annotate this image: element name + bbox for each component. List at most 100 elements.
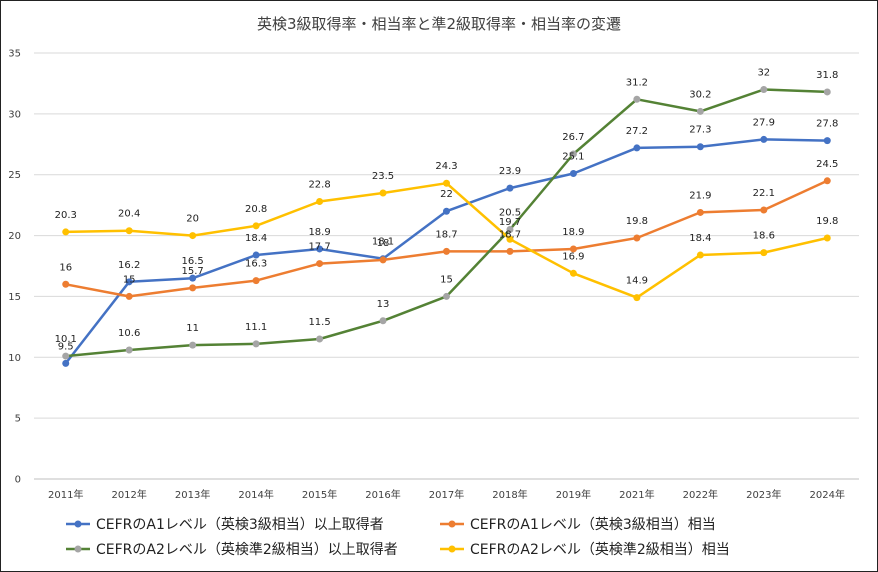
y-tick-label: 15 bbox=[8, 292, 21, 303]
y-tick-label: 10 bbox=[8, 353, 21, 364]
data-label: 20 bbox=[186, 214, 199, 225]
data-point bbox=[506, 247, 514, 255]
data-point bbox=[506, 184, 514, 192]
data-point bbox=[633, 144, 641, 152]
data-point bbox=[125, 346, 133, 354]
data-point bbox=[62, 228, 70, 236]
data-label: 22.1 bbox=[753, 188, 775, 199]
y-tick-label: 20 bbox=[8, 231, 21, 242]
data-label: 18 bbox=[377, 238, 390, 249]
data-label: 22 bbox=[440, 189, 453, 200]
data-label: 20.4 bbox=[118, 209, 140, 220]
data-label: 16.2 bbox=[118, 260, 140, 271]
data-point bbox=[316, 245, 324, 253]
legend-marker bbox=[448, 545, 456, 553]
x-tick-label: 2021年 bbox=[619, 488, 654, 501]
legend-marker bbox=[448, 520, 456, 528]
data-point bbox=[633, 95, 641, 103]
x-tick-label: 2014年 bbox=[238, 488, 273, 501]
data-label: 13 bbox=[377, 299, 390, 310]
data-label: 19.7 bbox=[499, 217, 521, 228]
data-point bbox=[379, 256, 387, 264]
y-tick-label: 35 bbox=[8, 49, 21, 60]
legend-label: CEFRのA2レベル（英検準2級相当）相当 bbox=[470, 541, 730, 558]
data-point bbox=[760, 206, 768, 214]
data-label: 11.1 bbox=[245, 322, 267, 333]
data-point bbox=[189, 232, 197, 240]
x-tick-label: 2024年 bbox=[810, 488, 845, 501]
data-label: 18.7 bbox=[499, 229, 521, 240]
data-label: 20.5 bbox=[499, 207, 521, 218]
data-point bbox=[760, 249, 768, 257]
data-point bbox=[125, 292, 133, 300]
data-point bbox=[443, 179, 450, 187]
data-point bbox=[252, 222, 260, 230]
data-point bbox=[125, 278, 133, 286]
data-label: 22.8 bbox=[308, 179, 330, 190]
data-point bbox=[189, 274, 197, 282]
data-label: 18.4 bbox=[689, 233, 711, 244]
data-point bbox=[569, 169, 577, 177]
data-point bbox=[443, 292, 450, 300]
x-tick-label: 2022年 bbox=[683, 488, 718, 501]
data-label: 20.3 bbox=[55, 210, 77, 221]
data-point bbox=[823, 137, 831, 145]
data-point bbox=[125, 227, 133, 235]
data-label: 18.6 bbox=[753, 231, 775, 242]
legend-label: CEFRのA2レベル（英検準2級相当）以上取得者 bbox=[96, 541, 398, 558]
data-label: 26.7 bbox=[562, 132, 584, 143]
data-label: 27.2 bbox=[626, 126, 648, 137]
x-tick-label: 2023年 bbox=[746, 488, 781, 501]
data-label: 11 bbox=[186, 323, 199, 334]
data-point bbox=[189, 341, 197, 349]
data-label: 18.9 bbox=[562, 227, 584, 238]
data-point bbox=[189, 284, 197, 292]
legend-label: CEFRのA1レベル（英検3級相当）相当 bbox=[470, 516, 716, 533]
data-point bbox=[62, 359, 70, 367]
data-label: 23.9 bbox=[499, 166, 521, 177]
data-label: 30.2 bbox=[689, 89, 711, 100]
y-tick-label: 30 bbox=[8, 109, 21, 120]
data-point bbox=[823, 177, 831, 185]
data-point bbox=[252, 340, 260, 348]
data-point bbox=[696, 208, 704, 216]
data-label: 16.5 bbox=[182, 256, 204, 267]
legend-marker bbox=[74, 545, 82, 553]
data-label: 16.3 bbox=[245, 259, 267, 270]
data-label: 27.3 bbox=[689, 125, 711, 136]
data-point bbox=[633, 294, 641, 302]
data-point bbox=[696, 107, 704, 115]
data-label: 24.5 bbox=[816, 159, 838, 170]
data-label: 23.5 bbox=[372, 171, 394, 182]
data-label: 16 bbox=[59, 262, 72, 273]
data-point bbox=[379, 317, 387, 325]
x-tick-label: 2017年 bbox=[429, 488, 464, 501]
data-label: 15 bbox=[440, 274, 453, 285]
x-tick-label: 2016年 bbox=[365, 488, 400, 501]
data-label: 18.1 bbox=[372, 237, 394, 248]
data-label: 27.8 bbox=[816, 119, 838, 130]
data-label: 32 bbox=[757, 68, 770, 79]
data-label: 19.8 bbox=[626, 216, 648, 227]
y-tick-label: 5 bbox=[15, 414, 21, 425]
data-label: 15.7 bbox=[182, 266, 204, 277]
data-label: 10.1 bbox=[55, 334, 77, 345]
data-point bbox=[506, 235, 514, 243]
data-point bbox=[696, 143, 704, 151]
data-label: 24.3 bbox=[435, 161, 457, 172]
data-point bbox=[443, 207, 450, 215]
data-label: 10.6 bbox=[118, 328, 140, 339]
y-axis-tick-labels: 0 5 10 15 20 25 30 35 bbox=[8, 49, 21, 486]
data-point bbox=[823, 234, 831, 242]
data-point bbox=[316, 197, 324, 205]
legend-label: CEFRのA1レベル（英検3級相当）以上取得者 bbox=[96, 516, 384, 533]
data-label: 18.9 bbox=[308, 227, 330, 238]
data-label: 31.8 bbox=[816, 70, 838, 81]
legend-marker bbox=[74, 520, 82, 528]
x-tick-label: 2015年 bbox=[302, 488, 337, 501]
y-tick-label: 25 bbox=[8, 170, 21, 181]
x-tick-label: 2013年 bbox=[175, 488, 210, 501]
data-label: 16.9 bbox=[562, 251, 584, 262]
